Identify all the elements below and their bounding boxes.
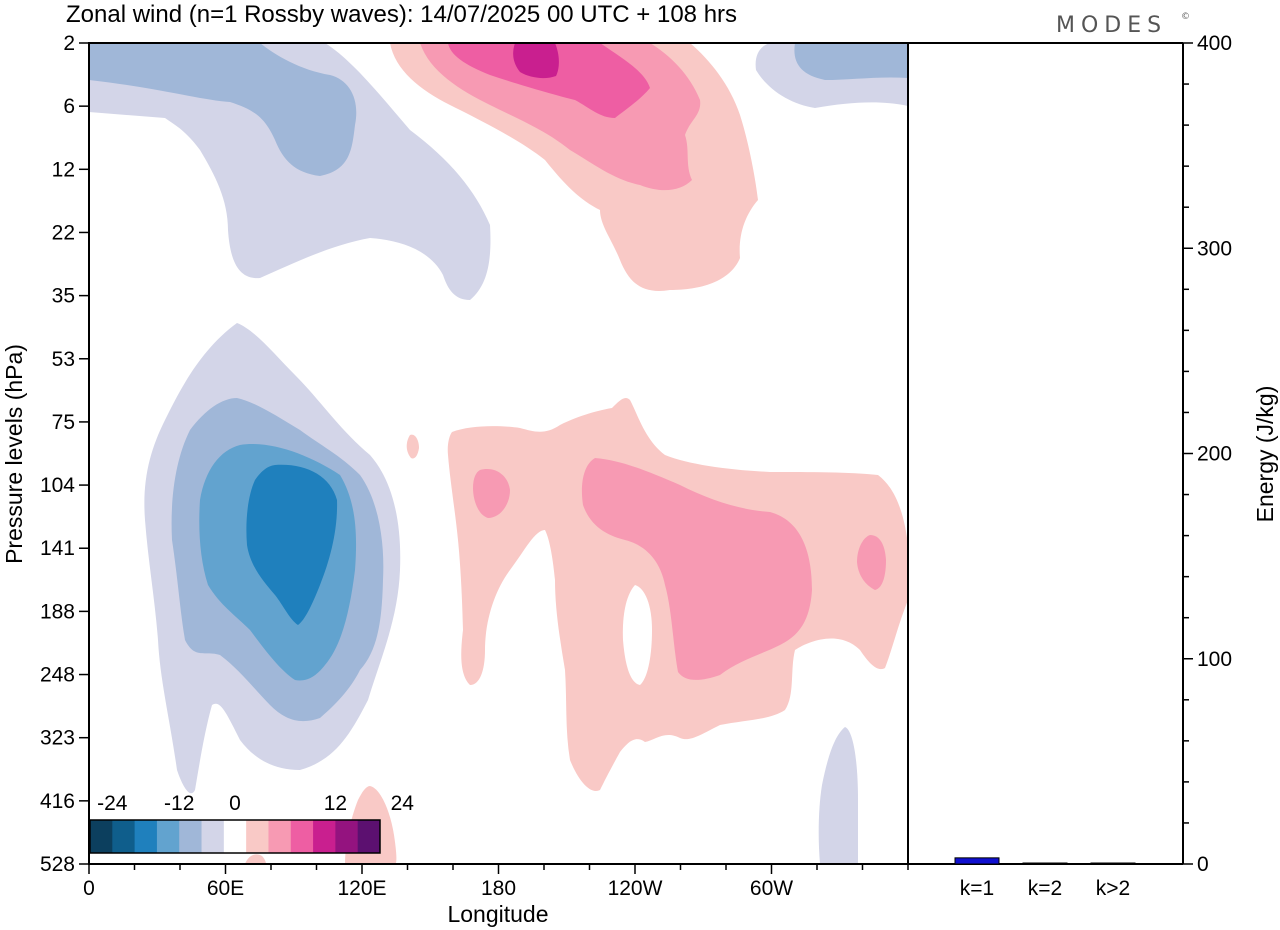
energy-category-label: k>2 (1096, 877, 1130, 900)
colorbar-cell (112, 820, 136, 853)
x-tick-label: 0 (83, 877, 95, 900)
y-tick-label: 6 (63, 95, 75, 118)
energy-tick-label: 400 (1197, 32, 1232, 55)
contour-easterly-strat-faint (89, 43, 491, 300)
colorbar-tick-label: -12 (164, 792, 194, 815)
x-tick-label: 180 (481, 877, 516, 900)
energy-bar (954, 857, 1000, 865)
energy-bar (1022, 862, 1068, 865)
energy-bar (1090, 862, 1136, 865)
y-tick-label: 248 (40, 664, 75, 687)
colorbar-cell (268, 820, 292, 853)
y-tick-label: 75 (52, 411, 75, 434)
y-tick-label: 12 (52, 158, 75, 181)
x-axis: 0 60E 120E 180 120W 60W (83, 864, 909, 900)
colorbar-cell (223, 820, 247, 853)
energy-panel: k=1 k=2 k>2 0 100 200 300 400 Energy (J/kg) (908, 32, 1278, 900)
energy-axis-label: Energy (J/kg) (1252, 386, 1278, 523)
contour-easterly-surface (818, 727, 858, 864)
y-tick-label: 188 (40, 600, 75, 623)
contour-westerly-strat-magenta (513, 43, 559, 79)
energy-category-label: k=1 (960, 877, 994, 900)
x-tick-label: 120E (337, 877, 386, 900)
contour-white-hole (622, 585, 652, 685)
colorbar-tick-label: 24 (391, 792, 415, 815)
colorbar-cell (335, 820, 359, 853)
colorbar-tick-label: 0 (229, 792, 241, 815)
colorbar-tick-label: -24 (97, 792, 128, 815)
contour-easterly-trop-blue (246, 464, 338, 625)
energy-tick-label: 200 (1197, 443, 1232, 466)
y-axis: 2 6 12 22 35 53 75 104 141 188 248 323 416 528 (40, 32, 89, 876)
contour-westerly-blob-b (857, 535, 886, 590)
y-tick-label: 2 (63, 32, 75, 55)
y-tick-label: 323 (40, 727, 75, 750)
heatmap-plot-area (89, 43, 908, 864)
colorbar-cell (290, 820, 314, 853)
x-tick-label: 120W (608, 877, 663, 900)
x-tick-label: 60E (207, 877, 244, 900)
contour-westerly-strat-pink (448, 43, 650, 118)
contour-westerly-surface-b (245, 854, 266, 864)
y-tick-label: 104 (40, 474, 75, 497)
y-tick-label: 22 (52, 221, 75, 244)
logo-text: MODES (1056, 13, 1167, 38)
colorbar-cell (90, 820, 113, 853)
colorbar-cell (357, 820, 381, 853)
chart-title: Zonal wind (n=1 Rossby waves): 14/07/202… (66, 1, 737, 28)
colorbar-cell (179, 820, 203, 853)
energy-category-label: k=2 (1028, 877, 1062, 900)
colorbar-cell (246, 820, 269, 853)
y-tick-label: 141 (40, 537, 75, 560)
x-axis-label: Longitude (447, 901, 548, 927)
contour-westerly-blob-a (473, 469, 510, 518)
y-tick-label: 416 (40, 790, 75, 813)
energy-tick-label: 300 (1197, 237, 1232, 260)
colorbar-tick-label: 12 (324, 792, 347, 815)
contour-easterly-east-light (794, 43, 908, 80)
modes-logo: MODES © (1056, 12, 1190, 38)
colorbar-cell (201, 820, 225, 853)
y-tick-label: 53 (52, 348, 75, 371)
colorbar-cell (313, 820, 336, 853)
colorbar-cell (156, 820, 180, 853)
colorbar: -24 -12 0 12 24 (89, 792, 415, 854)
colorbar-cell (134, 820, 158, 853)
contour-easterly-strat-light (89, 43, 357, 176)
x-tick-label: 60W (750, 877, 793, 900)
energy-tick-label: 0 (1197, 853, 1209, 876)
contour-westerly-blob-c (406, 434, 419, 459)
y-axis-label: Pressure levels (hPa) (1, 344, 27, 564)
logo-mark: © (1181, 12, 1190, 22)
contour-westerly-trop-light (581, 458, 812, 680)
energy-tick-label: 100 (1197, 648, 1232, 671)
y-tick-label: 528 (40, 853, 75, 876)
y-tick-label: 35 (52, 285, 75, 308)
